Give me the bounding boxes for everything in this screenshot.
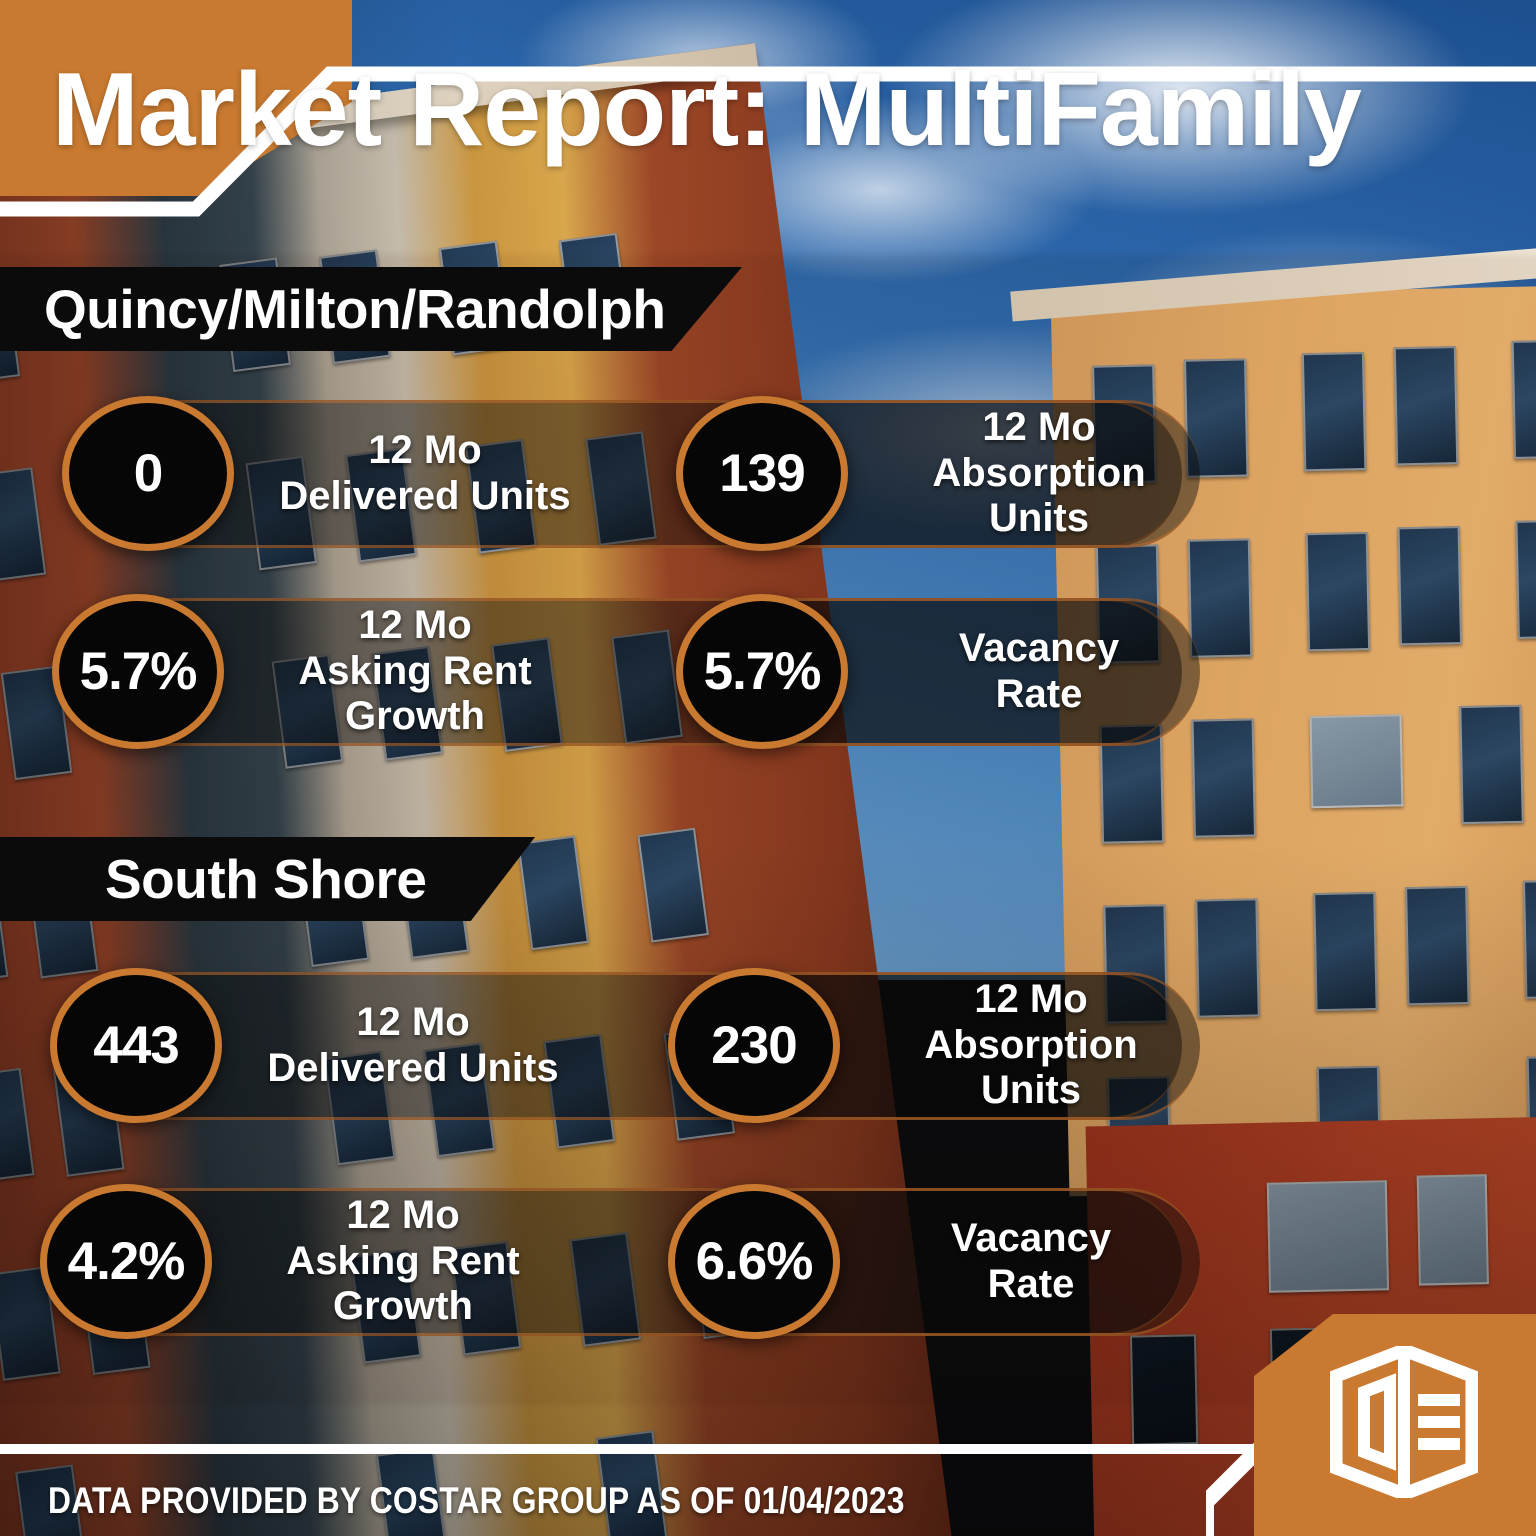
stat-pill-row3-left (62, 972, 1182, 1120)
stat-bubble: 0 (62, 396, 234, 551)
stat-label: 12 Mo Absorption Units (932, 405, 1146, 541)
stat-label: 12 Mo Absorption Units (924, 977, 1138, 1113)
footer-attribution: DATA PROVIDED BY COSTAR GROUP AS OF 01/0… (48, 1480, 905, 1521)
footer-divider (0, 1444, 1290, 1454)
stat-value: 230 (711, 1016, 797, 1075)
stat-value: 5.7% (79, 642, 198, 701)
stat-bubble: 6.6% (668, 1184, 840, 1339)
stat-label: 12 Mo Delivered Units (279, 427, 571, 518)
stat-label: 12 Mo Asking Rent Growth (286, 1193, 520, 1329)
costar-cube-logo-icon (1330, 1346, 1478, 1498)
stat-value: 5.7% (703, 642, 822, 701)
section-title: South Shore (105, 848, 427, 910)
stat-card: 230 12 Mo Absorption Units (668, 968, 1196, 1123)
header-stroke-line (0, 66, 1536, 217)
stat-value: 443 (93, 1016, 179, 1075)
stat-pill-row2-left (62, 598, 1182, 746)
stat-bubble: 443 (50, 968, 222, 1123)
stat-card: 4.2% 12 Mo Asking Rent Growth (40, 1184, 568, 1339)
stat-value: 0 (133, 444, 164, 503)
stat-pill-row4-left (62, 1188, 1182, 1336)
stat-bubble: 139 (676, 396, 848, 551)
stat-label: Vacancy Rate (958, 625, 1120, 716)
section-title: Quincy/Milton/Randolph (44, 278, 666, 340)
stat-card: 139 12 Mo Absorption Units (676, 396, 1204, 551)
stat-bubble: 4.2% (40, 1184, 212, 1339)
stat-bubble: 5.7% (676, 594, 848, 749)
stat-card: 5.7% 12 Mo Asking Rent Growth (52, 594, 580, 749)
stat-card: 6.6% Vacancy Rate (668, 1184, 1196, 1339)
stat-bubble: 230 (668, 968, 840, 1123)
stat-bubble: 5.7% (52, 594, 224, 749)
stat-card: 443 12 Mo Delivered Units (50, 968, 578, 1123)
section-banner-quincy-milton-randolph: Quincy/Milton/Randolph (0, 267, 742, 351)
stat-label: Vacancy Rate (950, 1215, 1112, 1306)
stat-value: 4.2% (67, 1232, 186, 1291)
stat-value: 139 (719, 444, 805, 503)
section-banner-south-shore: South Shore (0, 837, 535, 921)
stat-label: 12 Mo Delivered Units (267, 999, 559, 1090)
stat-card: 0 12 Mo Delivered Units (62, 396, 590, 551)
page-title: Market Report: MultiFamily (52, 52, 1362, 168)
stat-pill-row1-left (62, 400, 1182, 548)
stat-card: 5.7% Vacancy Rate (676, 594, 1204, 749)
stat-value: 6.6% (695, 1232, 814, 1291)
stat-label: 12 Mo Asking Rent Growth (298, 603, 532, 739)
